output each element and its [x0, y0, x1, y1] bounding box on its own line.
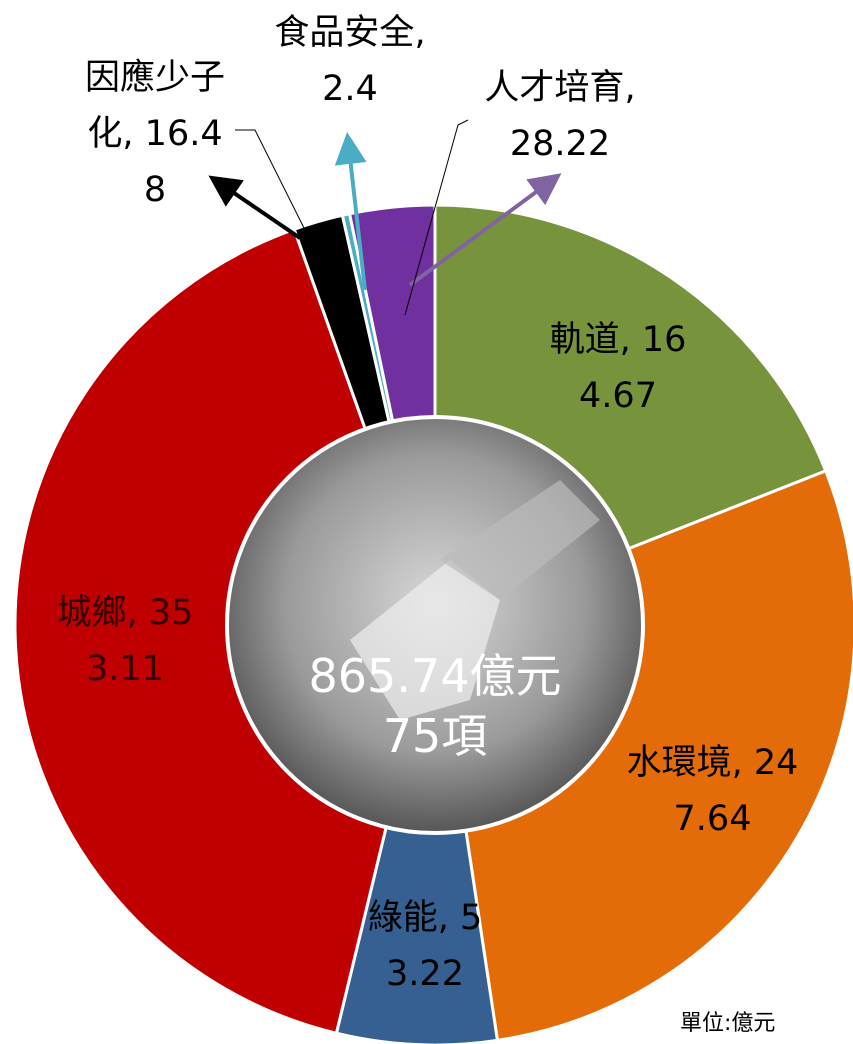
data-label: 軌道, 164.67: [548, 312, 688, 424]
label-separator: ,: [620, 320, 631, 360]
label-name: 食品安全: [274, 13, 414, 53]
data-label: 城鄉, 353.11: [45, 585, 205, 697]
leader-arrow: [215, 180, 300, 238]
label-separator: ,: [624, 68, 635, 108]
label-value: 2.4: [322, 69, 378, 109]
center-count: 75項: [230, 700, 640, 766]
label-value: 28.22: [510, 124, 610, 164]
label-name: 城鄉: [57, 593, 127, 633]
label-name: 綠能: [368, 898, 438, 938]
label-separator: ,: [414, 13, 425, 53]
label-name: 軌道: [550, 320, 620, 360]
label-name: 人才培育: [484, 68, 624, 108]
unit-note: 單位:億元: [680, 1005, 775, 1037]
label-separator: ,: [732, 743, 743, 783]
data-label: 因應少子化, 16.48: [85, 50, 225, 218]
label-separator: ,: [438, 898, 449, 938]
label-value: 16.48: [144, 114, 223, 210]
label-separator: ,: [127, 593, 138, 633]
data-label: 水環境, 247.64: [625, 735, 800, 847]
data-label: 食品安全, 2.4: [270, 5, 430, 117]
leader-line: [235, 130, 305, 230]
center-total: 865.74億元: [230, 640, 640, 706]
data-label: 綠能, 53.22: [360, 890, 490, 1002]
chart: 865.74億元 75項 單位:億元 軌道, 164.67 水環境, 247.64…: [0, 0, 853, 1044]
label-name: 水環境: [627, 743, 732, 783]
data-label: 人才培育, 28.22: [470, 60, 650, 172]
label-separator: ,: [122, 114, 133, 154]
